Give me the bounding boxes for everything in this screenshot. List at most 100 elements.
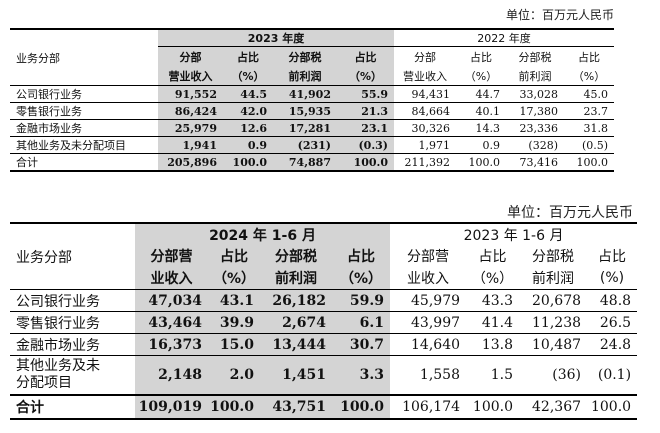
- cell: (0.3): [337, 136, 395, 154]
- col-header: 占比: [578, 50, 601, 64]
- segment-name: 合计: [10, 394, 135, 419]
- table-row-total: 合计 109,019 100.0 43,751 100.0 106,174 10…: [10, 394, 638, 419]
- col-header: 分部税: [260, 245, 332, 267]
- cell: 24.8: [587, 333, 638, 356]
- cell: 13.8: [466, 333, 520, 356]
- cell: 21.3: [337, 102, 395, 120]
- cell: 100.0: [223, 153, 273, 171]
- col-header: 占比: [478, 249, 507, 265]
- cell: 11,238: [519, 311, 588, 334]
- col-header: （%）: [471, 271, 514, 287]
- cell: 48.8: [587, 289, 638, 312]
- table-row: 公司银行业务 47,034 43.1 26,182 59.9 45,979 43…: [10, 289, 638, 312]
- col-header: 占比: [208, 245, 260, 267]
- cell: 47,034: [135, 289, 208, 312]
- col-header: 前利润: [260, 267, 332, 290]
- cell: 205,896: [158, 153, 223, 171]
- cell: 12.6: [223, 119, 273, 137]
- cell: (231): [273, 136, 337, 154]
- cell: 100.0: [332, 394, 391, 419]
- cell: 13,444: [260, 333, 332, 356]
- cell: 1,971: [394, 136, 457, 154]
- cell: 2.0: [208, 355, 260, 395]
- period-header-current: 2023 年度: [158, 29, 395, 47]
- cell: 14.3: [456, 119, 507, 137]
- cell: 42,367: [519, 394, 588, 419]
- cell: 6.1: [332, 311, 391, 334]
- col-header: 占比: [470, 50, 493, 64]
- period-header-prior: 2022 年度: [394, 29, 615, 47]
- col-header: （%）: [337, 66, 395, 86]
- cell: 2,674: [260, 311, 332, 334]
- col-header: 分部: [158, 46, 223, 66]
- col-header: 分部税: [273, 46, 337, 66]
- cell: 73,416: [506, 153, 565, 171]
- col-header: (%): [599, 270, 625, 286]
- cell: 39.9: [208, 311, 260, 334]
- cell: 84,664: [394, 102, 457, 120]
- cell: 45.0: [564, 85, 615, 103]
- table-row: 零售银行业务 86,424 42.0 15,935 21.3 84,664 40…: [10, 102, 615, 120]
- cell: 0.9: [223, 136, 273, 154]
- cell: 42.0: [223, 102, 273, 120]
- cell: 15.0: [208, 333, 260, 356]
- cell: 41,902: [273, 85, 337, 103]
- cell: 55.9: [337, 85, 395, 103]
- cell: 106,174: [390, 394, 467, 419]
- cell: 17,380: [506, 102, 565, 120]
- col-header: 占比: [337, 46, 395, 66]
- cell: 23.1: [337, 119, 395, 137]
- cell: 33,028: [506, 85, 565, 103]
- cell: 44.7: [456, 85, 507, 103]
- col-header: （%）: [464, 69, 498, 83]
- col-header: 分部: [414, 50, 437, 64]
- cell: 43.3: [466, 289, 520, 312]
- cell: 26.5: [587, 311, 638, 334]
- segment-name-line: 其他业务及未: [16, 358, 100, 374]
- segment-name: 其他业务及未分配项目: [10, 136, 158, 154]
- col-header: 营业收入: [403, 69, 448, 83]
- cell: 59.9: [332, 289, 391, 312]
- cell: 30.7: [332, 333, 391, 356]
- col-header: 分部税: [532, 249, 575, 265]
- cell: (0.1): [587, 355, 638, 395]
- segment-name: 零售银行业务: [10, 102, 158, 120]
- cell: 31.8: [564, 119, 615, 137]
- cell: 23,336: [506, 119, 565, 137]
- cell: 0.9: [456, 136, 507, 154]
- cell: 94,431: [394, 85, 457, 103]
- col-header: 前利润: [518, 69, 552, 83]
- cell: (328): [506, 136, 565, 154]
- cell: 17,281: [273, 119, 337, 137]
- cell: 2,148: [135, 355, 208, 395]
- cell: 74,887: [273, 153, 337, 171]
- cell: 211,392: [394, 153, 457, 171]
- col-header: （%）: [572, 69, 606, 83]
- cell: 86,424: [158, 102, 223, 120]
- col-header: 业收入: [407, 271, 450, 287]
- col-header: 分部营: [407, 249, 450, 265]
- cell: 100.0: [466, 394, 520, 419]
- table-row: 金融市场业务 25,979 12.6 17,281 23.1 30,326 14…: [10, 119, 615, 137]
- col-header: （%）: [223, 66, 273, 86]
- cell: 26,182: [260, 289, 332, 312]
- segment-header: 业务分部: [16, 51, 60, 65]
- cell: 30,326: [394, 119, 457, 137]
- col-header: 前利润: [273, 66, 337, 86]
- cell: 43.1: [208, 289, 260, 312]
- segment-name-line: 分配项目: [16, 375, 72, 391]
- segment-name: 合计: [10, 153, 158, 171]
- col-header: 营业收入: [158, 66, 223, 86]
- cell: 25,979: [158, 119, 223, 137]
- col-header: 占比: [223, 46, 273, 66]
- col-header: 占比: [332, 245, 391, 267]
- cell: 100.0: [587, 394, 638, 419]
- table-row-total: 合计 205,896 100.0 74,887 100.0 211,392 10…: [10, 153, 615, 171]
- col-header: 占比: [598, 249, 627, 265]
- cell: 100.0: [564, 153, 615, 171]
- segment-name: 金融市场业务: [10, 333, 135, 356]
- unit-label-2: 单位：百万元人民币: [507, 205, 633, 221]
- segment-name: 其他业务及未 分配项目: [10, 355, 135, 395]
- cell: 16,373: [135, 333, 208, 356]
- unit-label-1: 单位：百万元人民币: [505, 8, 614, 22]
